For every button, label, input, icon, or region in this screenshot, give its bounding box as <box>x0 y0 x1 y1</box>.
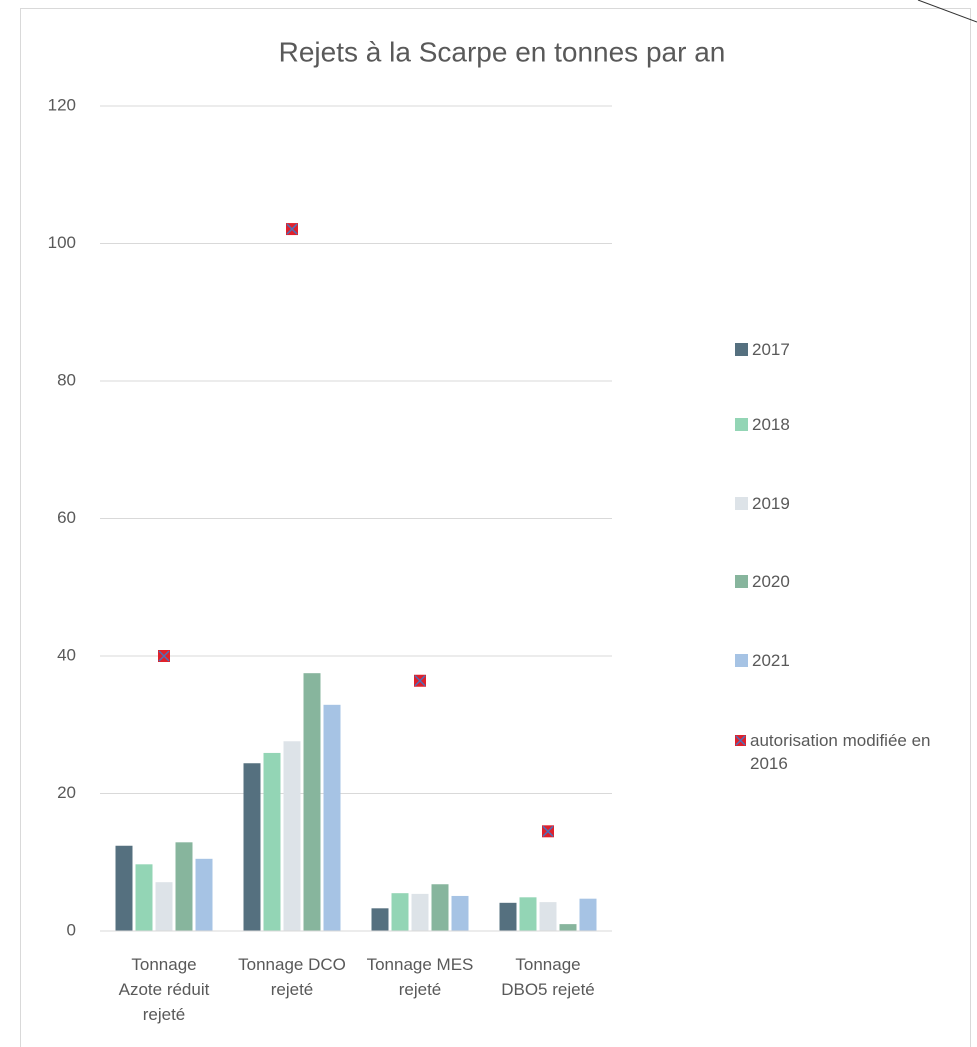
marker <box>542 825 554 838</box>
x-tick-label: Tonnage DCO rejeté <box>238 955 346 999</box>
legend-label: 2019 <box>752 494 790 513</box>
bar <box>579 898 597 931</box>
y-tick-label: 80 <box>57 370 76 389</box>
legend-swatch <box>735 343 748 356</box>
bar <box>371 908 389 931</box>
bar <box>155 882 173 931</box>
legend-label: autorisation modifiée en 2016 <box>750 731 931 773</box>
decoration-line <box>917 0 977 23</box>
legend-item: 2021 <box>735 649 965 672</box>
bar <box>499 902 517 931</box>
legend-swatch <box>735 654 748 667</box>
marker <box>158 650 170 662</box>
legend-swatch <box>735 497 748 510</box>
legend-label: 2021 <box>752 651 790 670</box>
legend-item: 2020 <box>735 570 965 593</box>
x-tick-label: Tonnage Azote réduit rejeté <box>118 955 210 1024</box>
bar <box>115 845 133 931</box>
legend-item: 2018 <box>735 413 965 436</box>
x-tick-label: Tonnage MES rejeté <box>366 955 474 999</box>
y-tick-label: 100 <box>48 233 76 252</box>
bar <box>263 752 281 931</box>
bar <box>195 858 213 931</box>
x-tick-label: Tonnage DBO5 rejeté <box>501 955 595 999</box>
chart-border <box>20 8 971 1047</box>
bar <box>451 895 469 931</box>
marker-part <box>158 650 170 662</box>
legend-swatch <box>735 735 746 746</box>
marker-part <box>414 675 426 687</box>
bar <box>175 842 193 931</box>
legend-item: autorisation modifiée en 2016 <box>735 729 965 775</box>
y-tick-label: 60 <box>57 508 76 527</box>
legend-swatch <box>735 418 748 431</box>
marker-part <box>286 223 298 235</box>
marker <box>286 223 298 236</box>
marker <box>414 674 426 687</box>
marker-part <box>542 825 554 837</box>
bar <box>431 884 449 931</box>
bar <box>243 763 261 931</box>
legend-swatch <box>735 575 748 588</box>
bar <box>411 893 429 931</box>
bar <box>519 897 537 931</box>
y-tick-label: 20 <box>57 783 76 802</box>
legend-label: 2017 <box>752 340 790 359</box>
bar <box>135 864 153 931</box>
y-tick-label: 120 <box>48 95 76 114</box>
legend-item: 2019 <box>735 492 965 515</box>
bar <box>539 902 557 931</box>
legend-x <box>735 735 746 746</box>
legend-item: 2017 <box>735 338 965 361</box>
bar <box>283 741 301 931</box>
chart-title: Rejets à la Scarpe en tonnes par an <box>279 36 726 67</box>
bar <box>391 893 409 931</box>
bar <box>559 924 577 931</box>
legend-label: 2018 <box>752 415 790 434</box>
y-tick-label: 40 <box>57 645 76 664</box>
y-tick-label: 0 <box>67 920 76 939</box>
bar <box>303 673 321 931</box>
bar <box>323 704 341 931</box>
legend-label: 2020 <box>752 572 790 591</box>
